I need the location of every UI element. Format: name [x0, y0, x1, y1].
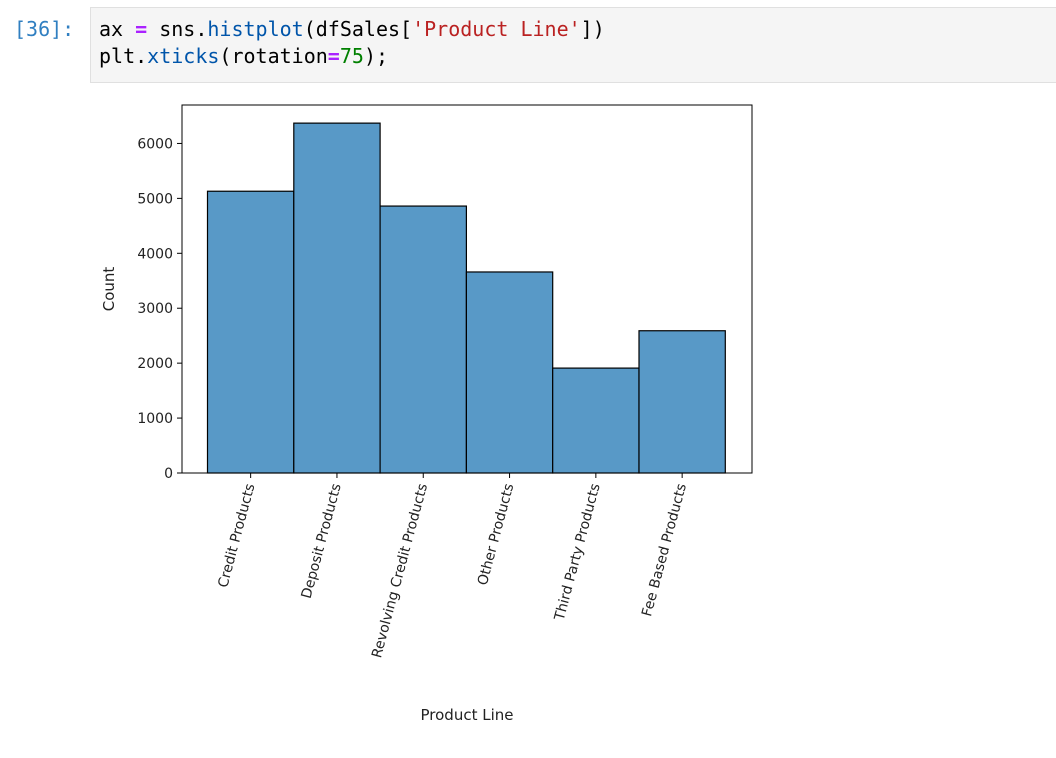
- code-line: ax = sns.histplot(dfSales['Product Line'…: [99, 16, 605, 43]
- code-token: ]): [580, 17, 605, 41]
- axes-frame: [181, 104, 753, 474]
- code-token: );: [363, 44, 389, 68]
- x-tick-label: Third Party Products: [552, 482, 604, 623]
- code-token: sns.: [147, 17, 208, 41]
- histogram-bar: [552, 367, 640, 474]
- code-token: 'Product Line': [412, 17, 581, 41]
- code-token: =: [327, 44, 340, 68]
- code-token: xticks: [147, 44, 220, 68]
- code-token: 75: [339, 44, 364, 68]
- code-line: plt.xticks(rotation=75);: [99, 43, 605, 70]
- histogram-bar: [206, 190, 295, 474]
- code-token: (rotation: [219, 44, 328, 68]
- x-tick-label: Deposit Products: [299, 482, 345, 601]
- y-tick-label: 5000: [137, 191, 173, 207]
- code-input-area[interactable]: ax = sns.histplot(dfSales['Product Line'…: [90, 7, 1056, 83]
- y-tick-label: 1000: [137, 411, 173, 427]
- x-tick-label: Revolving Credit Products: [369, 482, 431, 660]
- y-axis-label: Count: [100, 267, 118, 312]
- histogram-bar: [379, 205, 468, 474]
- code-token: plt.: [99, 44, 148, 68]
- y-tick-label: 4000: [137, 246, 173, 262]
- x-tick-label: Credit Products: [215, 482, 258, 590]
- x-axis-label: Product Line: [421, 706, 514, 724]
- histogram-bar: [465, 271, 554, 474]
- x-tick-label: Fee Based Products: [639, 482, 690, 618]
- code-token: (dfSales[: [303, 17, 413, 41]
- y-tick-label: 0: [164, 466, 173, 482]
- code-token: =: [135, 17, 148, 41]
- execution-count-prompt: [36]:: [14, 17, 75, 41]
- histogram-bar: [638, 330, 726, 474]
- y-tick-label: 2000: [137, 356, 173, 372]
- code-token: histplot: [207, 17, 304, 41]
- cell-output: 0 1000 2000 3000 4000 5000 6000 Credit Products…: [90, 92, 790, 742]
- x-tick-label: Other Products: [475, 482, 518, 587]
- code-editor[interactable]: ax = sns.histplot(dfSales['Product Line'…: [99, 16, 605, 70]
- histogram-bar: [293, 122, 381, 474]
- y-tick-label: 6000: [137, 136, 173, 152]
- y-tick-label: 3000: [137, 301, 173, 317]
- histogram-chart: 0 1000 2000 3000 4000 5000 6000 Credit Products…: [100, 104, 753, 724]
- code-token: ax: [99, 17, 136, 41]
